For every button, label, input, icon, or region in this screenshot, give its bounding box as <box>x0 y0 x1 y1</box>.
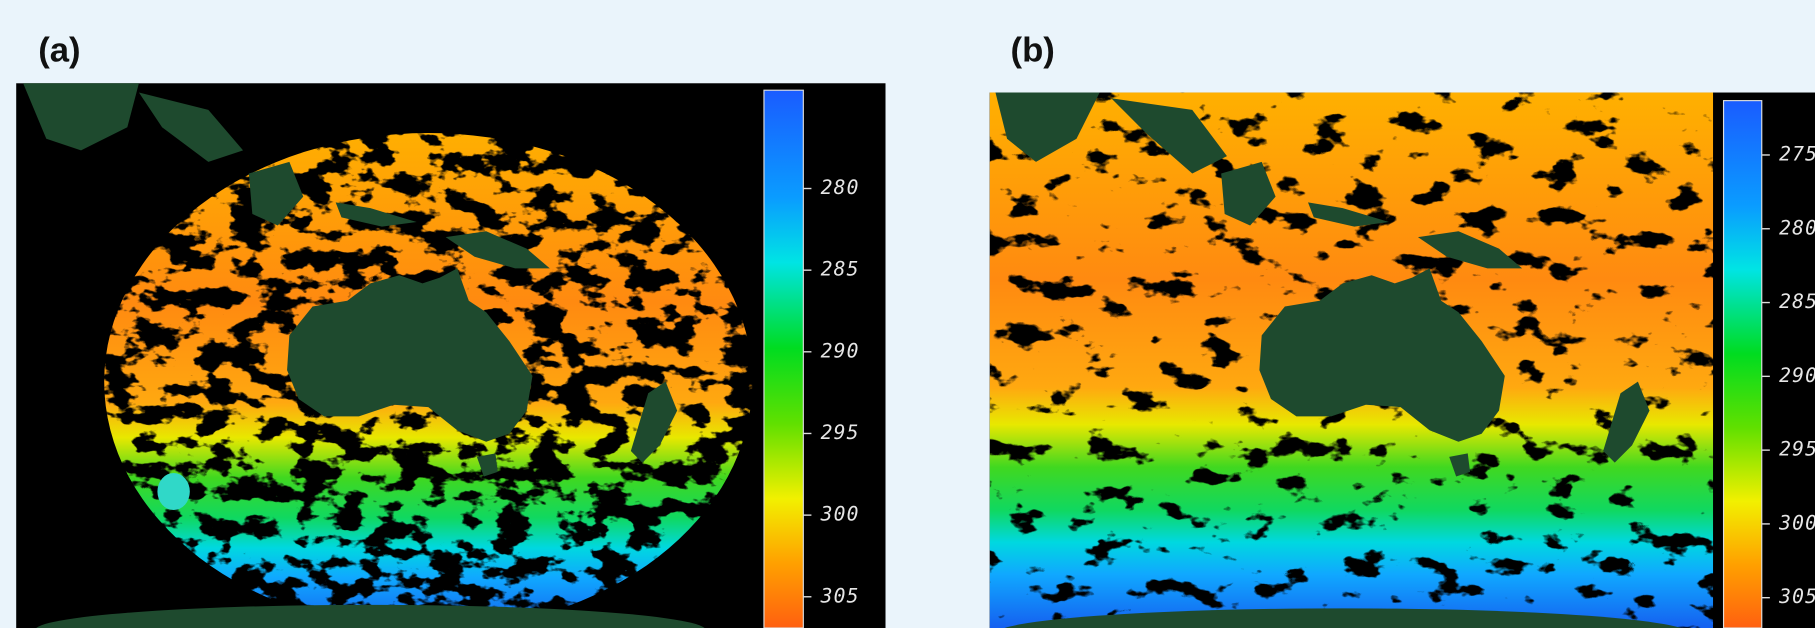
colorbar-tick-label: 275 <box>1779 142 1815 165</box>
colorbar-tick-label: 295 <box>821 421 860 444</box>
colorbar-tick-label: 285 <box>1779 290 1815 313</box>
land <box>1111 98 1227 174</box>
land <box>995 92 1100 162</box>
antarctica <box>36 604 705 628</box>
colorbar-tick-label: 290 <box>1779 364 1815 387</box>
colorbar <box>763 89 804 628</box>
panel-label: (a) <box>38 31 80 69</box>
colorbar-tick-label: 305 <box>820 584 860 607</box>
land <box>138 92 244 162</box>
antarctica <box>1004 608 1681 628</box>
colorbar-tick-label: 290 <box>821 339 860 362</box>
colorbar-tick-label: 300 <box>820 503 860 526</box>
land <box>23 83 139 151</box>
colorbar-tick-label: 295 <box>1779 438 1815 461</box>
colorbar-tick-label: 280 <box>1779 216 1815 239</box>
colorbar-tick-label: 300 <box>1778 511 1815 534</box>
colorbar-tick-label: 285 <box>821 258 860 281</box>
colorbar-tick-label: 280 <box>821 176 860 199</box>
colorbar-tick-label: 305 <box>1778 585 1815 608</box>
colorbar <box>1722 100 1763 628</box>
sst-patch <box>157 473 190 511</box>
panel-label: (b) <box>1011 31 1055 69</box>
